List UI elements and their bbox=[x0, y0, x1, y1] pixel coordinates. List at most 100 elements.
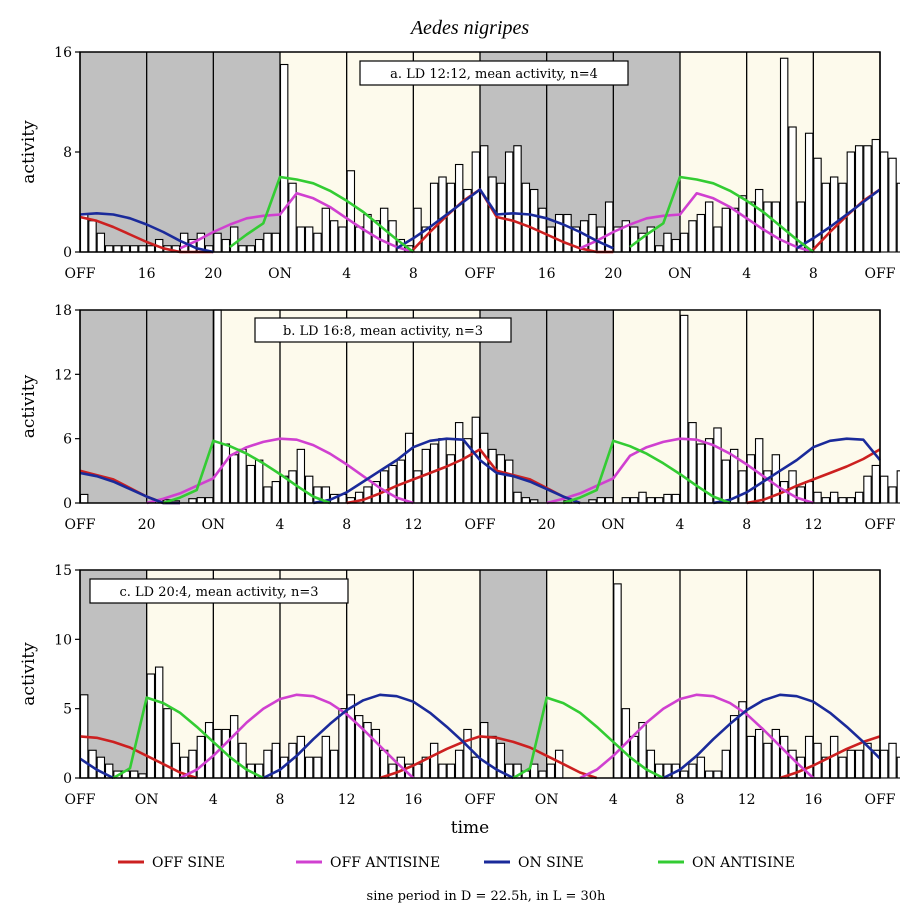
activity-bar bbox=[654, 497, 664, 504]
activity-bar bbox=[854, 145, 864, 253]
activity-bar bbox=[629, 226, 639, 253]
activity-bar bbox=[271, 481, 281, 504]
activity-bar bbox=[763, 201, 772, 253]
activity-bar bbox=[671, 493, 681, 504]
activity-bar bbox=[838, 756, 847, 779]
activity-bar bbox=[688, 763, 697, 779]
activity-bar bbox=[663, 232, 672, 253]
x-tick-label: ON bbox=[268, 266, 292, 282]
activity-bar bbox=[846, 151, 856, 253]
x-tick-label: OFF bbox=[465, 266, 496, 282]
activity-bar bbox=[879, 151, 889, 253]
activity-bar bbox=[546, 226, 556, 253]
activity-bar bbox=[446, 182, 456, 253]
x-tick-label: ON bbox=[601, 517, 625, 533]
activity-bar bbox=[196, 497, 206, 504]
annotation-box bbox=[89, 578, 349, 604]
activity-bar bbox=[238, 245, 247, 253]
activity-bar bbox=[379, 470, 389, 504]
activity-bar bbox=[371, 728, 381, 779]
x-tick-label: 12 bbox=[738, 792, 756, 808]
activity-bar bbox=[271, 232, 281, 253]
activity-bar bbox=[479, 432, 489, 504]
x-tick-label: 4 bbox=[209, 792, 218, 808]
activity-bar bbox=[463, 728, 472, 779]
activity-bar bbox=[888, 486, 897, 504]
activity-bar bbox=[746, 201, 756, 253]
panel-b: 0 6 12 18 OFF 20 ON 4 8 12 OFF 20 ON 4 8 12 OFF activity b… bbox=[19, 303, 900, 533]
activity-bar bbox=[754, 728, 764, 779]
activity-bar bbox=[813, 491, 822, 504]
x-tick-label: 4 bbox=[609, 792, 618, 808]
activity-bar bbox=[888, 742, 897, 779]
activity-bar bbox=[713, 226, 722, 253]
x-tick-label: OFF bbox=[865, 792, 896, 808]
activity-bar bbox=[871, 464, 881, 504]
activity-bar bbox=[813, 742, 822, 779]
activity-bar bbox=[238, 742, 247, 779]
activity-bar bbox=[113, 245, 122, 253]
y-tick-label: 12 bbox=[54, 367, 72, 383]
activity-bar bbox=[329, 220, 339, 253]
activity-bar bbox=[413, 763, 422, 779]
y-tick-label: 18 bbox=[54, 303, 72, 319]
activity-bar bbox=[521, 497, 531, 504]
activity-bar bbox=[471, 151, 481, 253]
curve-on-sine bbox=[796, 188, 881, 250]
curve-on-sine bbox=[396, 188, 614, 250]
x-tick-label: 20 bbox=[538, 517, 556, 533]
annotation-box bbox=[359, 60, 629, 86]
y-tick-label: 5 bbox=[63, 702, 72, 718]
curve-on-sine bbox=[313, 437, 581, 505]
legend-label: ON ANTISINE bbox=[692, 855, 795, 871]
activity-bar bbox=[896, 470, 900, 504]
curve-on-antisine bbox=[229, 175, 415, 254]
activity-bar bbox=[488, 735, 497, 779]
activity-bar bbox=[296, 226, 306, 253]
annotation-text: b. LD 16:8, mean activity, n=3 bbox=[283, 324, 483, 339]
x-tick-label: 20 bbox=[138, 517, 156, 533]
activity-bar bbox=[546, 763, 556, 779]
activity-bar bbox=[888, 157, 897, 253]
x-tick-label: 4 bbox=[742, 266, 751, 282]
activity-bar bbox=[854, 749, 864, 779]
activity-bar bbox=[746, 735, 756, 779]
y-tick-label: 0 bbox=[63, 245, 72, 261]
activity-bar bbox=[746, 454, 756, 504]
activity-bar bbox=[513, 491, 522, 504]
activity-bar bbox=[896, 182, 900, 253]
x-tick-label: 8 bbox=[809, 266, 818, 282]
activity-bar bbox=[296, 735, 306, 779]
activity-bar bbox=[554, 213, 564, 253]
activity-bar bbox=[879, 749, 889, 779]
activity-bar bbox=[346, 170, 356, 253]
x-tick-label: 8 bbox=[276, 792, 285, 808]
activity-bar bbox=[829, 491, 839, 504]
activity-bar bbox=[779, 735, 789, 779]
curve-on-sine bbox=[262, 693, 514, 780]
curve-off-antisine bbox=[146, 437, 414, 505]
activity-bar bbox=[638, 491, 647, 504]
annotation-text: a. LD 12:12, mean activity, n=4 bbox=[390, 67, 598, 82]
activity-bar bbox=[438, 438, 447, 504]
y-tick-label: 0 bbox=[63, 496, 72, 512]
activity-bar bbox=[204, 721, 214, 779]
activity-bar bbox=[296, 448, 306, 504]
activity-bar bbox=[621, 497, 631, 504]
activity-bar bbox=[313, 232, 322, 253]
activity-bar bbox=[688, 220, 697, 253]
figure-title: Aedes nigripes bbox=[409, 17, 530, 39]
activity-bar bbox=[121, 245, 131, 253]
activity-bar bbox=[588, 213, 597, 253]
activity-bar bbox=[446, 763, 456, 779]
activity-bar bbox=[771, 728, 781, 779]
x-tick-label: OFF bbox=[465, 792, 496, 808]
activity-bar bbox=[146, 245, 156, 253]
annotation-text: c. LD 20:4, mean activity, n=3 bbox=[119, 585, 318, 600]
activity-bar bbox=[729, 715, 739, 779]
x-tick-label: 4 bbox=[342, 266, 351, 282]
activity-bar bbox=[213, 232, 222, 253]
activity-bar bbox=[221, 443, 231, 504]
activity-bar bbox=[529, 188, 539, 253]
